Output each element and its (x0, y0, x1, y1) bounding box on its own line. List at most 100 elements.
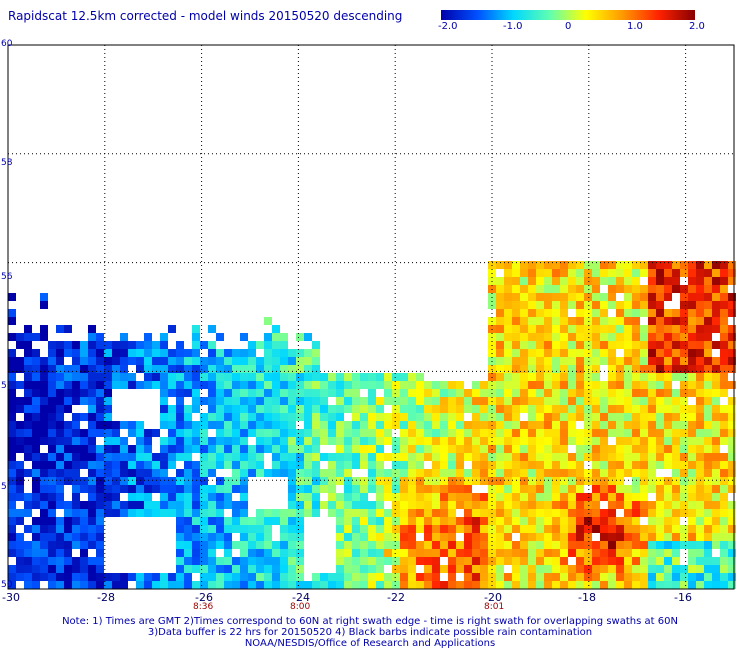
wind-cell (264, 509, 272, 517)
wind-cell (104, 445, 112, 453)
wind-cell (192, 581, 200, 589)
wind-cell (304, 453, 312, 461)
wind-cell (608, 581, 616, 589)
wind-cell (152, 469, 160, 477)
wind-cell (408, 397, 416, 405)
wind-cell (576, 381, 584, 389)
wind-cell (328, 469, 336, 477)
wind-cell (440, 549, 448, 557)
wind-cell (656, 317, 664, 325)
wind-cell (656, 397, 664, 405)
wind-cell (720, 357, 728, 365)
wind-cell (496, 389, 504, 397)
wind-cell (48, 565, 56, 573)
wind-cell (584, 517, 592, 525)
wind-cell (400, 485, 408, 493)
wind-cell (512, 341, 520, 349)
wind-cell (328, 485, 336, 493)
wind-cell (672, 309, 680, 317)
lon-label: -26 (195, 591, 213, 604)
wind-cell (712, 397, 720, 405)
wind-cell (592, 477, 600, 485)
wind-cell (584, 581, 592, 589)
wind-cell (312, 349, 320, 357)
wind-cell (584, 525, 592, 533)
wind-cell (272, 453, 280, 461)
wind-cell (272, 365, 280, 373)
wind-cell (568, 493, 576, 501)
wind-cell (328, 493, 336, 501)
wind-cell (688, 565, 696, 573)
wind-cell (336, 509, 344, 517)
wind-cell (256, 509, 264, 517)
wind-cell (8, 493, 16, 501)
wind-cell (152, 485, 160, 493)
wind-cell (544, 501, 552, 509)
wind-cell (176, 501, 184, 509)
wind-cell (712, 293, 720, 301)
wind-cell (32, 485, 40, 493)
wind-cell (520, 421, 528, 429)
wind-cell (32, 365, 40, 373)
wind-cell (568, 405, 576, 413)
wind-cell (568, 517, 576, 525)
wind-cell (48, 501, 56, 509)
wind-cell (40, 525, 48, 533)
wind-cell (160, 445, 168, 453)
wind-cell (600, 341, 608, 349)
wind-cell (40, 493, 48, 501)
wind-cell (456, 381, 464, 389)
wind-cell (200, 517, 208, 525)
wind-cell (528, 333, 536, 341)
wind-cell (448, 509, 456, 517)
wind-cell (304, 349, 312, 357)
wind-cell (264, 525, 272, 533)
wind-cell (696, 413, 704, 421)
wind-cell (456, 429, 464, 437)
wind-cell (168, 365, 176, 373)
wind-cell (136, 381, 144, 389)
wind-cell (384, 477, 392, 485)
wind-cell (200, 429, 208, 437)
wind-cell (384, 541, 392, 549)
wind-cell (296, 477, 304, 485)
wind-cell (176, 445, 184, 453)
wind-cell (392, 413, 400, 421)
wind-cell (448, 565, 456, 573)
wind-cell (48, 493, 56, 501)
wind-cell (568, 317, 576, 325)
wind-cell (688, 373, 696, 381)
wind-cell (600, 421, 608, 429)
wind-cell (216, 493, 224, 501)
wind-cell (128, 349, 136, 357)
wind-cell (288, 517, 296, 525)
wind-cell (576, 325, 584, 333)
wind-cell (24, 541, 32, 549)
wind-cell (40, 301, 48, 309)
wind-cell (688, 405, 696, 413)
wind-cell (624, 381, 632, 389)
wind-cell (384, 517, 392, 525)
wind-cell (480, 429, 488, 437)
wind-cell (312, 341, 320, 349)
wind-cell (560, 573, 568, 581)
wind-cell (160, 421, 168, 429)
wind-cell (568, 333, 576, 341)
wind-cell (184, 365, 192, 373)
wind-cell (40, 365, 48, 373)
wind-cell (360, 381, 368, 389)
wind-cell (456, 453, 464, 461)
wind-cell (72, 445, 80, 453)
wind-cell (96, 461, 104, 469)
wind-cell (584, 293, 592, 301)
wind-cell (696, 517, 704, 525)
wind-cell (288, 477, 296, 485)
wind-cell (536, 485, 544, 493)
wind-cell (24, 453, 32, 461)
wind-cell (648, 485, 656, 493)
wind-cell (680, 453, 688, 461)
wind-cell (624, 317, 632, 325)
wind-cell (680, 269, 688, 277)
wind-cell (224, 533, 232, 541)
wind-cell (544, 293, 552, 301)
